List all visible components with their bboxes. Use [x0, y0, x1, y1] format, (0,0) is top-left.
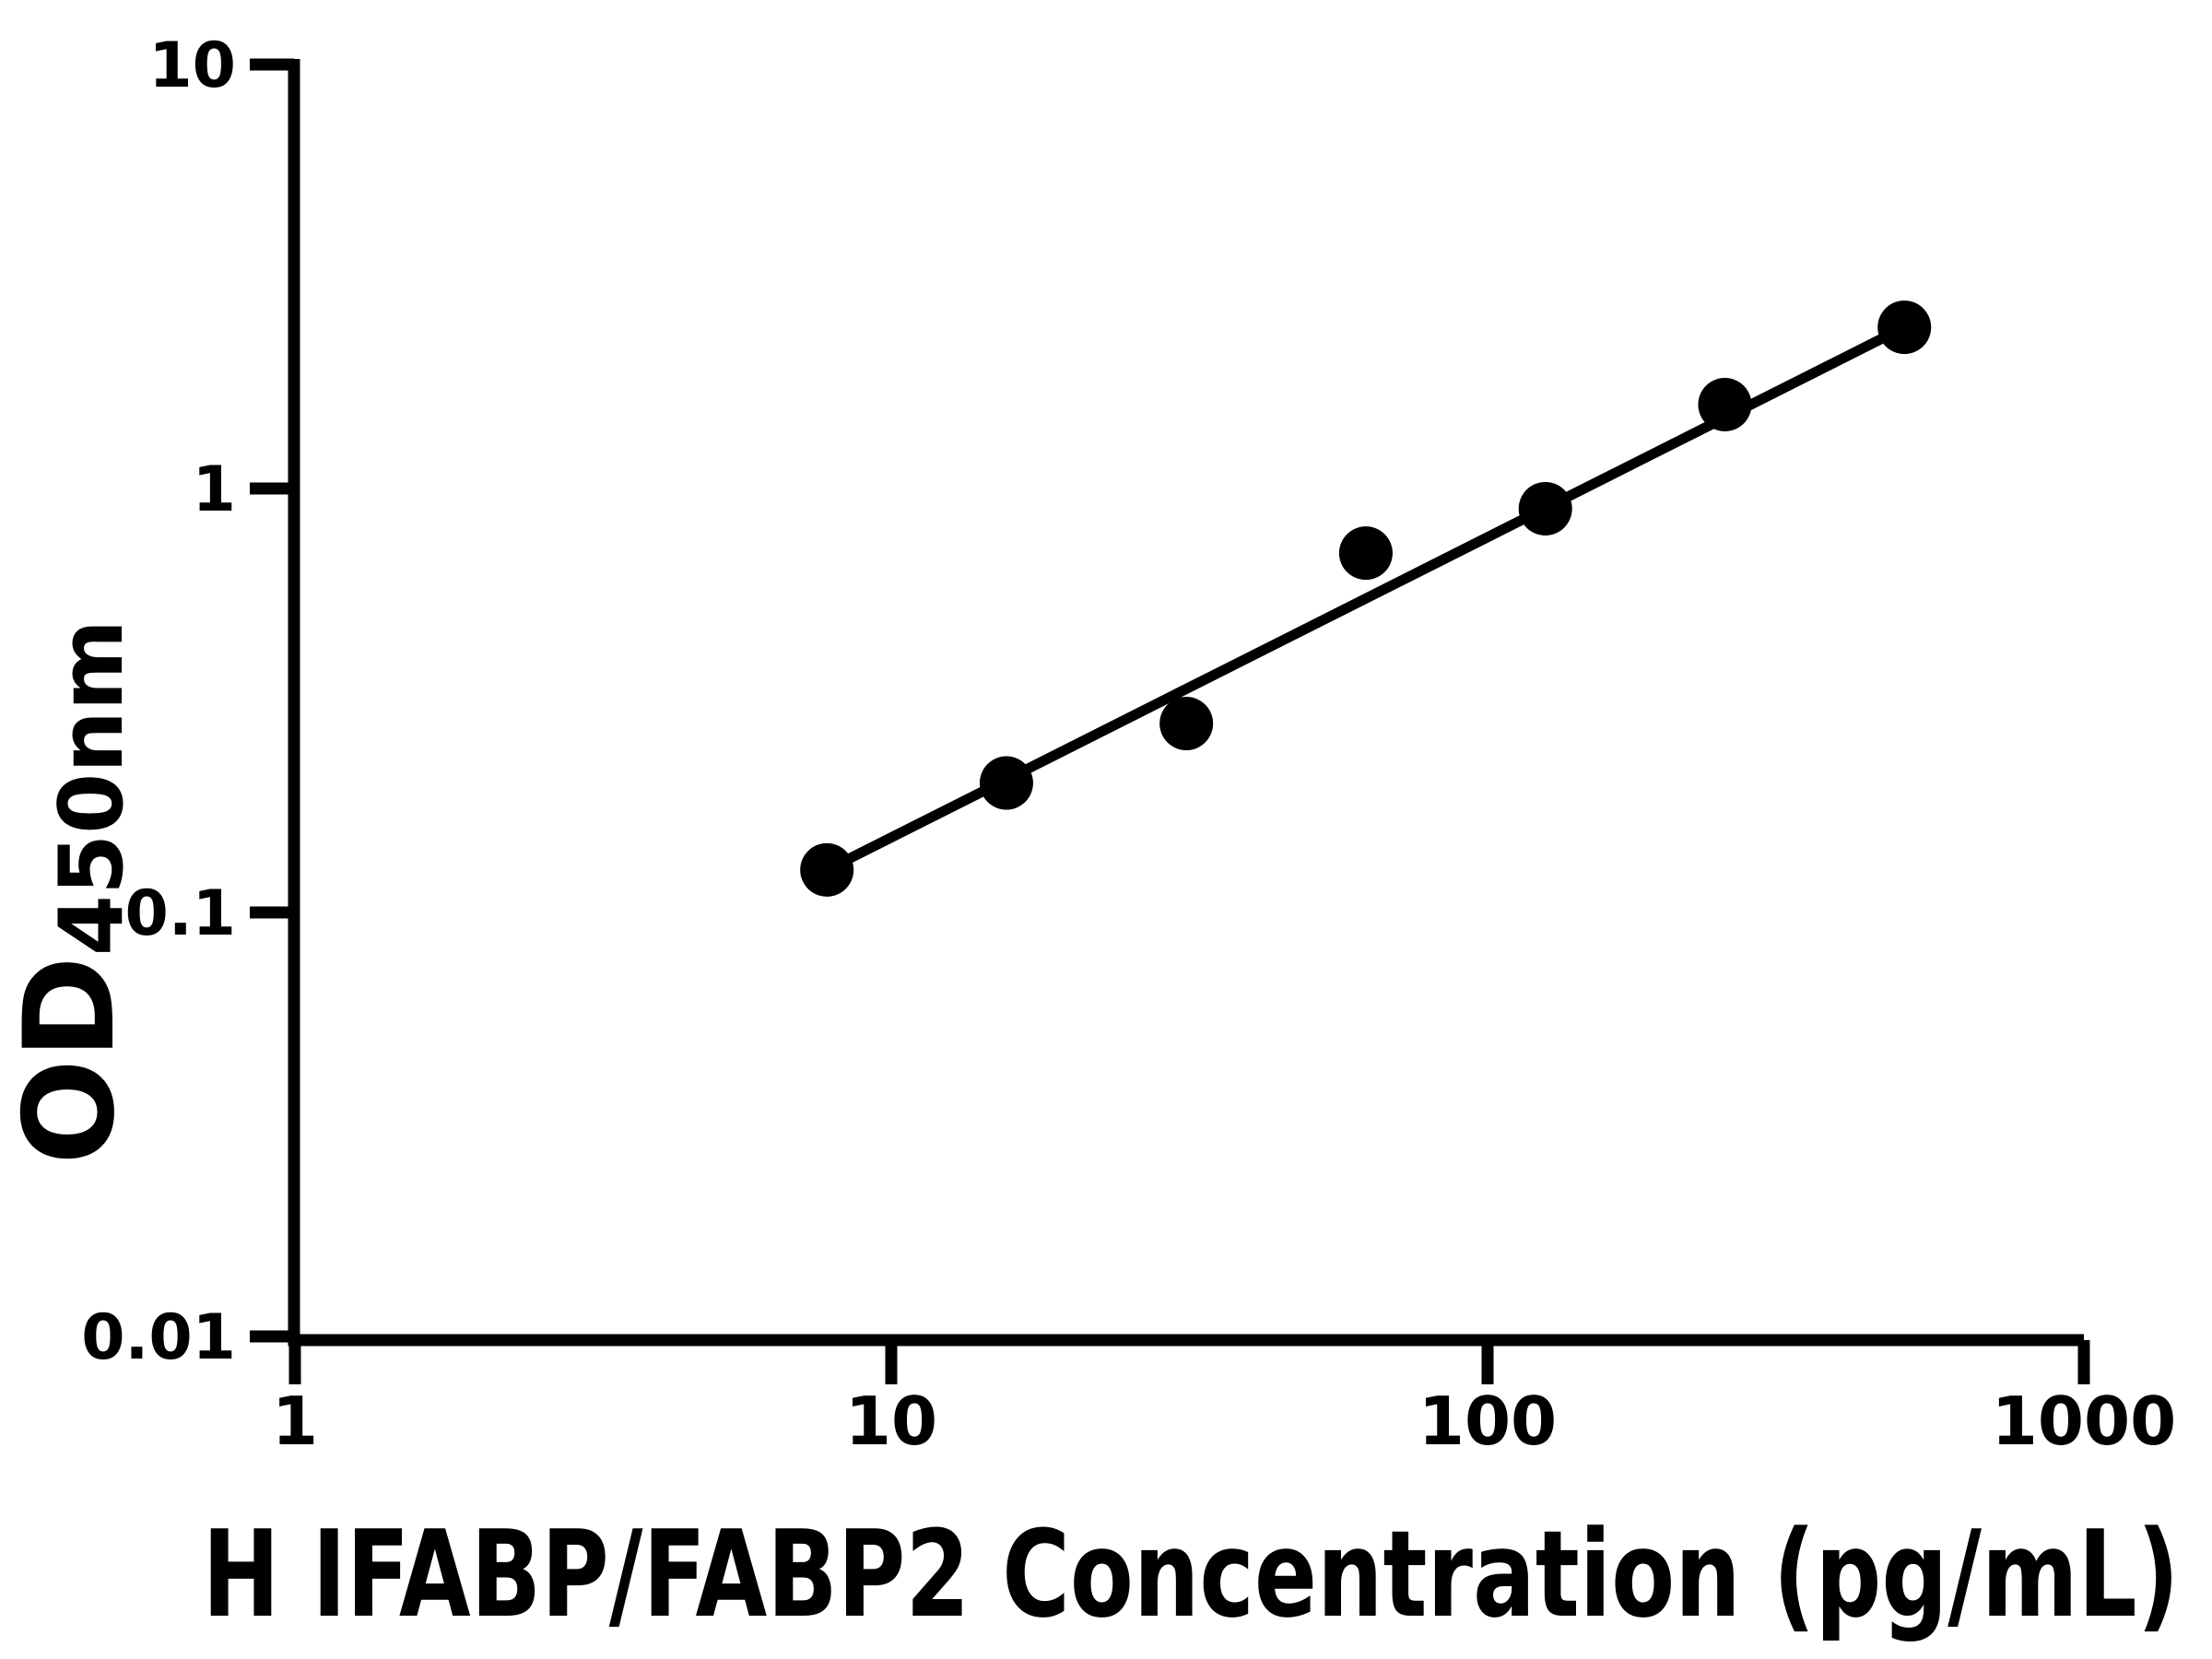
x-tick-label: 100: [1418, 1382, 1557, 1460]
y-tick-label: 10: [148, 29, 236, 102]
y-tick-label: 1: [193, 453, 236, 526]
y-axis-title-sub: 450nm: [41, 619, 143, 956]
y-axis-title-main: OD: [0, 956, 142, 1165]
x-tick-label: 1: [272, 1382, 318, 1460]
axis-ticks: [250, 58, 2090, 1384]
y-tick-label: 0.1: [125, 877, 236, 950]
axes: [288, 59, 2084, 1347]
data-point: [979, 756, 1033, 810]
tick-labels: 10 1 0.1 0.01 1 10 100 1000: [81, 29, 2176, 1460]
x-axis-title: H IFABP/FABP2 Concentration (pg/mL): [203, 1504, 2180, 1644]
data-point: [1518, 481, 1572, 535]
data-point: [1338, 526, 1393, 581]
data-point: [800, 842, 854, 897]
x-tick-label: 1000: [1992, 1382, 2176, 1460]
y-tick-label: 0.01: [81, 1301, 236, 1374]
y-axis-title: OD450nm: [0, 619, 143, 1165]
data-point: [1159, 697, 1214, 751]
data-point: [1698, 377, 1752, 431]
plot-area: [800, 300, 1932, 897]
data-point: [1877, 300, 1932, 355]
x-tick-label: 10: [845, 1382, 937, 1460]
